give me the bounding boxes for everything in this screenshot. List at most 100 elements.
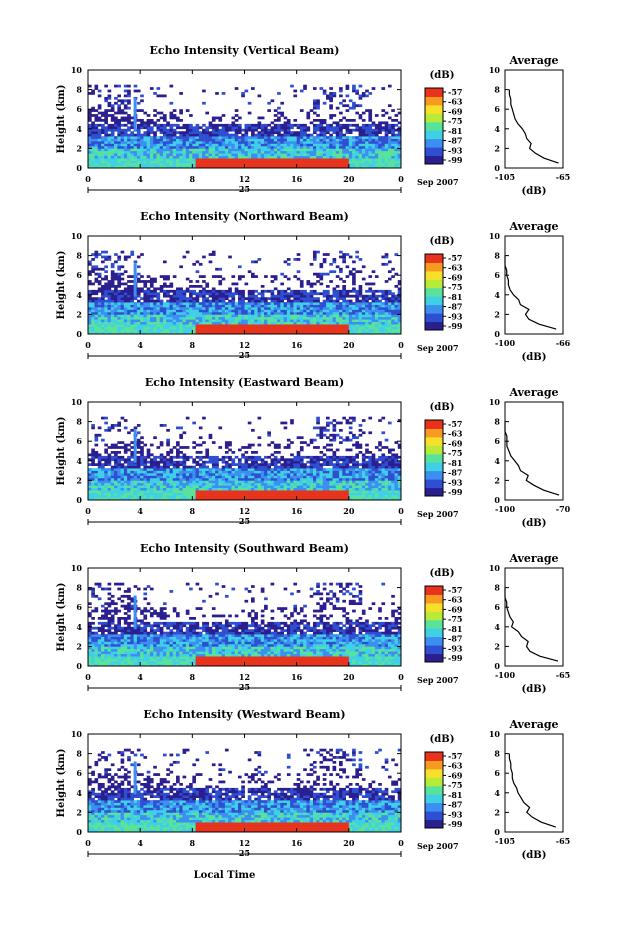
- heatmap-cell: [264, 161, 268, 164]
- heatmap-cell: [316, 300, 320, 303]
- heatmap-cell: [179, 136, 183, 139]
- heatmap-cell: [156, 483, 160, 486]
- heatmap-cell: [264, 129, 268, 132]
- heatmap-cell: [218, 117, 222, 120]
- heatmap-cell: [368, 109, 372, 112]
- heatmap-cell: [375, 158, 379, 161]
- heatmap-cell: [111, 322, 115, 325]
- heatmap-cell: [238, 302, 242, 305]
- heatmap-cell: [179, 302, 183, 305]
- heatmap-cell: [391, 131, 395, 134]
- heatmap-cell: [124, 292, 128, 295]
- heatmap-cell: [173, 463, 177, 466]
- heatmap-cell: [170, 161, 174, 164]
- heatmap-cell: [163, 148, 167, 151]
- heatmap-cell: [124, 419, 128, 422]
- heatmap-cell: [199, 126, 203, 129]
- heatmap-cell: [284, 317, 288, 320]
- heatmap-cell: [176, 144, 180, 147]
- heatmap-cell: [108, 456, 112, 459]
- heatmap-cell: [333, 329, 337, 332]
- heatmap-cell: [287, 278, 291, 281]
- heatmap-cell: [147, 478, 151, 481]
- heatmap-cell: [274, 302, 278, 305]
- heatmap-cell: [166, 153, 170, 156]
- heatmap-cell: [153, 109, 157, 112]
- heatmap-cell: [290, 312, 294, 315]
- heatmap-cell: [121, 99, 125, 102]
- heatmap-cell: [170, 485, 174, 488]
- heatmap-cell: [209, 121, 213, 124]
- heatmap-cell: [117, 424, 121, 427]
- heatmap-cell: [101, 261, 105, 264]
- heatmap-cell: [163, 329, 167, 332]
- heatmap-cell: [372, 314, 376, 317]
- heatmap-cell: [147, 146, 151, 149]
- heatmap-cell: [241, 146, 245, 149]
- heatmap-cell: [355, 290, 359, 293]
- heatmap-cell: [212, 253, 216, 256]
- heatmap-cell: [111, 424, 115, 427]
- heatmap-cell: [333, 290, 337, 293]
- heatmap-cell: [267, 136, 271, 139]
- heatmap-cell: [339, 317, 343, 320]
- heatmap-cell: [251, 275, 255, 278]
- heatmap-cell: [170, 117, 174, 120]
- heatmap-cell: [297, 292, 301, 295]
- heatmap-cell: [130, 124, 134, 127]
- heatmap-cell: [352, 261, 356, 264]
- heatmap-cell: [355, 251, 359, 254]
- heatmap-cell: [212, 456, 216, 459]
- heatmap-cell: [108, 493, 112, 496]
- heatmap-cell: [323, 146, 327, 149]
- heatmap-cell: [212, 302, 216, 305]
- heatmap-cell: [359, 163, 363, 166]
- heatmap-cell: [254, 305, 258, 308]
- heatmap-cell: [231, 297, 235, 300]
- heatmap-cell: [140, 144, 144, 147]
- heatmap-cell: [95, 163, 99, 166]
- heatmap-cell: [245, 90, 249, 93]
- heatmap-cell: [153, 280, 157, 283]
- heatmap-cell: [222, 493, 226, 496]
- heatmap-cell: [342, 161, 346, 164]
- heatmap-cell: [179, 153, 183, 156]
- heatmap-cell: [329, 300, 333, 303]
- heatmap-cell: [153, 456, 157, 459]
- heatmap-cell: [274, 126, 278, 129]
- heatmap-cell: [137, 461, 141, 464]
- heatmap-cell: [333, 270, 337, 273]
- heatmap-cell: [248, 102, 252, 105]
- heatmap-cell: [359, 270, 363, 273]
- heatmap-cell: [264, 131, 268, 134]
- heatmap-cell: [368, 146, 372, 149]
- heatmap-cell: [137, 451, 141, 454]
- heatmap-cell: [238, 126, 242, 129]
- heatmap-cell: [280, 322, 284, 325]
- heatmap-cell: [280, 307, 284, 310]
- heatmap-cell: [329, 114, 333, 117]
- heatmap-cell: [359, 139, 363, 142]
- heatmap-cell: [241, 302, 245, 305]
- heatmap-cell: [310, 263, 314, 266]
- y-tick-label: 4: [76, 124, 82, 134]
- heatmap-cell: [235, 153, 239, 156]
- heatmap-cell: [114, 300, 118, 303]
- heatmap-cell: [163, 310, 167, 313]
- heatmap-cell: [183, 456, 187, 459]
- heatmap-cell: [271, 99, 275, 102]
- heatmap-cell: [124, 446, 128, 449]
- heatmap-cell: [173, 124, 177, 127]
- heatmap-cell: [121, 466, 125, 469]
- heatmap-cell: [108, 290, 112, 293]
- heatmap-cell: [306, 280, 310, 283]
- heatmap-cell: [156, 119, 160, 122]
- heatmap-cell: [316, 134, 320, 137]
- heatmap-cell: [336, 307, 340, 310]
- heatmap-cell: [127, 485, 131, 488]
- heatmap-cell: [104, 463, 108, 466]
- heatmap-cell: [150, 292, 154, 295]
- heatmap-cell: [127, 139, 131, 142]
- heatmap-cell: [303, 329, 307, 332]
